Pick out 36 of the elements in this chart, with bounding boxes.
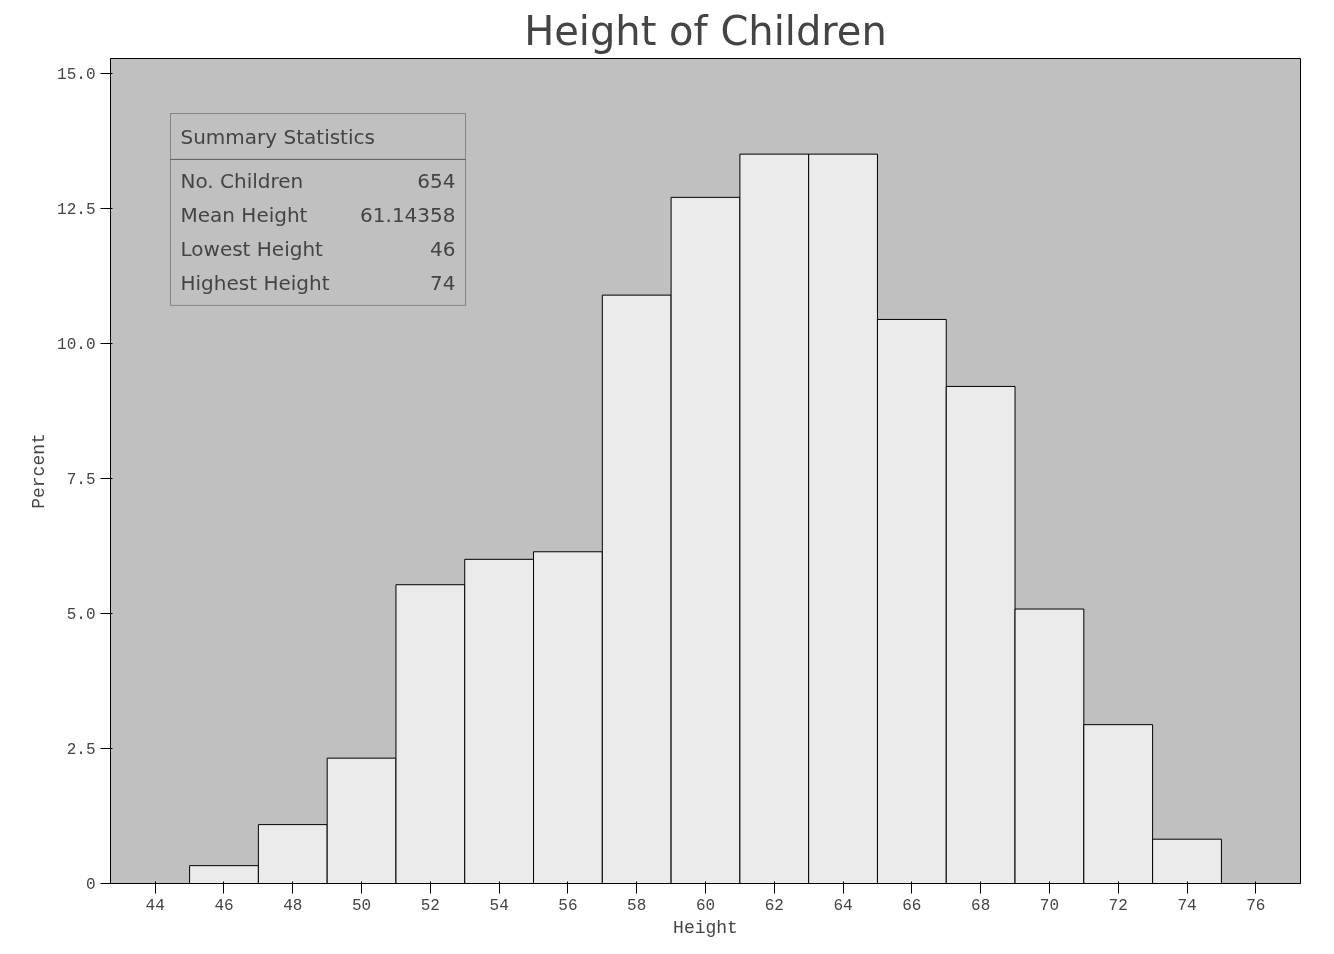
x-tick-label: 62	[764, 896, 784, 915]
annotation: No. Children	[180, 169, 304, 194]
y-tick-label: 15.0	[57, 65, 96, 84]
y-tick-label: 10.0	[57, 335, 96, 354]
x-tick-label: 66	[902, 896, 922, 915]
x-tick-label: 54	[489, 896, 509, 915]
chart-title: Height of Children	[524, 7, 887, 54]
x-tick-label: 52	[420, 896, 440, 915]
annotation: 61.14358	[360, 203, 456, 228]
x-tick-label: 74	[1177, 896, 1197, 915]
y-tick-label: 12.5	[57, 200, 96, 219]
annotation: 654	[417, 169, 456, 194]
x-tick-label: 72	[1108, 896, 1128, 915]
x-axis-title: Height	[673, 917, 738, 938]
x-tick-label: 60	[695, 896, 716, 915]
x-tick-label: 44	[145, 896, 165, 915]
annotation: Summary Statistics	[180, 124, 375, 149]
y-axis-title: Percent	[29, 433, 50, 509]
annotation: Lowest Height	[180, 237, 324, 262]
y-tick-label: 7.5	[66, 470, 96, 489]
x-tick-label: 56	[558, 896, 578, 915]
y-tick-label: 5.0	[66, 605, 96, 624]
annotation: Highest Height	[180, 271, 330, 296]
x-tick-label: 70	[1039, 896, 1060, 915]
y-tick-label: 2.5	[66, 740, 96, 759]
annotation: Mean Height	[180, 203, 308, 228]
x-tick-label: 68	[971, 896, 991, 915]
x-tick-label: 46	[214, 896, 234, 915]
x-tick-label: 50	[351, 896, 372, 915]
x-tick-label: 48	[283, 896, 303, 915]
x-tick-label: 58	[627, 896, 647, 915]
annotation: 46	[430, 237, 456, 262]
x-tick-label: 76	[1246, 896, 1266, 915]
x-tick-label: 64	[833, 896, 853, 915]
y-tick-label: 0	[85, 876, 96, 894]
annotation: 74	[430, 271, 456, 296]
